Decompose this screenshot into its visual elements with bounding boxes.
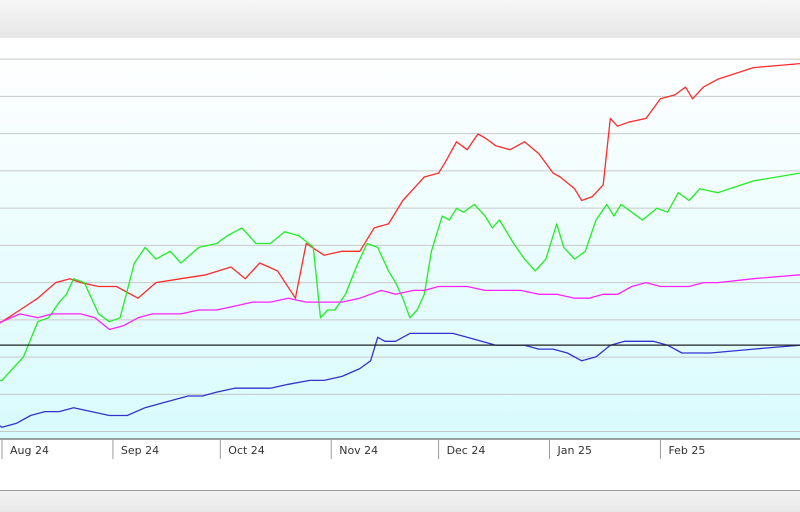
chart-area: Aug 24 Sep 24 Oct 24 Nov 24 Dec 24 Jan 25 Feb … [0,38,800,490]
x-tick-label: Aug 24 [10,444,49,457]
x-tick-label: Sep 24 [121,444,159,457]
x-tick-label: Jan 25 [557,444,592,457]
series-lines [0,62,800,428]
x-tick-label: Feb 25 [668,444,705,457]
gridlines [0,58,800,433]
plot-background [0,48,800,439]
line-chart: Aug 24 Sep 24 Oct 24 Nov 24 Dec 24 Jan 25 Feb … [0,48,800,459]
chart-footer-bar [0,490,800,512]
x-axis-ticks: Aug 24 Sep 24 Oct 24 Nov 24 Dec 24 Jan 25 Feb … [1,439,705,459]
series-line-2 [0,172,800,382]
x-tick-label: Oct 24 [228,444,265,457]
x-tick-label: Dec 24 [447,444,486,457]
series-line-4 [0,332,800,428]
x-tick-label: Nov 24 [339,444,378,457]
chart-header-bar [0,0,800,39]
series-line-3 [0,274,800,331]
series-line-1 [0,62,800,323]
